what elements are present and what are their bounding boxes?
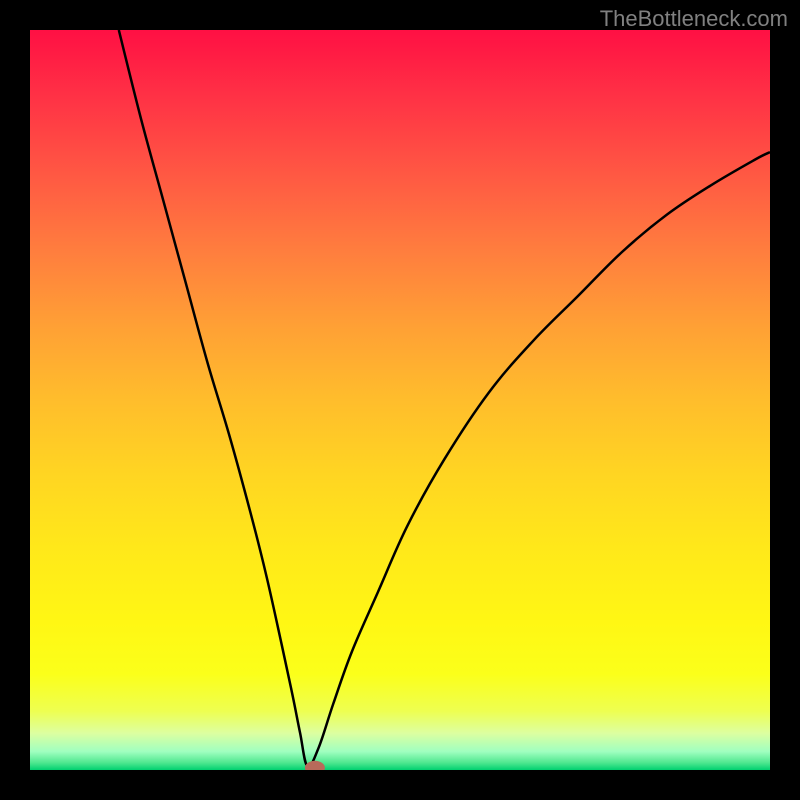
watermark-text: TheBottleneck.com	[600, 6, 788, 32]
plot-area	[30, 30, 770, 770]
bottleneck-curve	[119, 30, 770, 767]
curve-layer	[30, 30, 770, 770]
minimum-marker	[305, 761, 325, 770]
chart-container: TheBottleneck.com	[0, 0, 800, 800]
